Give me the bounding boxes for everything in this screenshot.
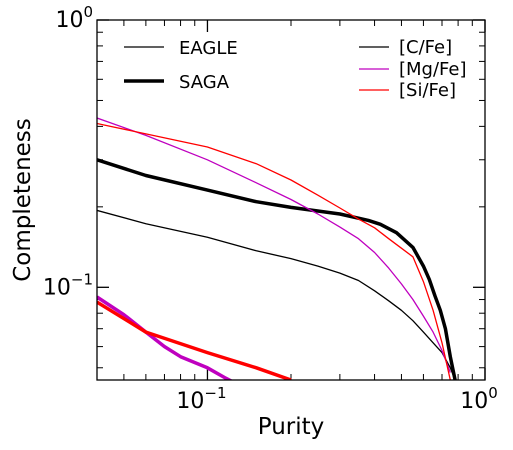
series-line-eagle-si-fe xyxy=(97,122,451,380)
x-axis-label: Purity xyxy=(258,414,325,440)
y-axis-label: Completeness xyxy=(10,118,36,282)
series-line-saga-c-fe xyxy=(97,158,457,380)
x-tick-label: 100 xyxy=(460,384,498,414)
legend-elements: [C/Fe][Mg/Fe][Si/Fe] xyxy=(359,37,467,101)
legend-label-saga: SAGA xyxy=(179,72,230,93)
y-tick-label: 10−1 xyxy=(43,270,93,300)
y-tick-label: 100 xyxy=(55,3,93,33)
legend-styles: EAGLE SAGA xyxy=(124,38,238,93)
legend-label-eagle: EAGLE xyxy=(179,38,238,59)
series-line-eagle-c-fe xyxy=(97,209,456,380)
minor-ticks xyxy=(97,20,485,380)
legend-label-si-fe: [Si/Fe] xyxy=(399,80,456,101)
legend-label-c-fe: [C/Fe] xyxy=(399,37,452,58)
series-layer xyxy=(97,117,457,380)
legend-label-mg-fe: [Mg/Fe] xyxy=(399,59,467,80)
plot-frame xyxy=(96,19,486,381)
series-line-saga-si-fe xyxy=(97,300,292,380)
series-line-eagle-mg-fe xyxy=(97,117,451,373)
series-line-saga-mg-fe xyxy=(97,295,234,380)
x-tick-label: 10−1 xyxy=(176,384,226,414)
